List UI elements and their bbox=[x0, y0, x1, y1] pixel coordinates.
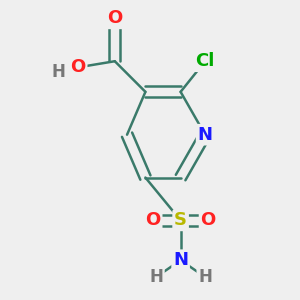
Text: O: O bbox=[146, 212, 161, 230]
Text: H: H bbox=[149, 268, 163, 286]
Text: O: O bbox=[200, 212, 216, 230]
Text: H: H bbox=[51, 63, 65, 81]
Text: O: O bbox=[107, 9, 122, 27]
Text: H: H bbox=[198, 268, 212, 286]
Text: Cl: Cl bbox=[195, 52, 215, 70]
Text: S: S bbox=[174, 212, 187, 230]
Text: N: N bbox=[198, 126, 213, 144]
Text: O: O bbox=[70, 58, 86, 76]
Text: N: N bbox=[173, 251, 188, 269]
